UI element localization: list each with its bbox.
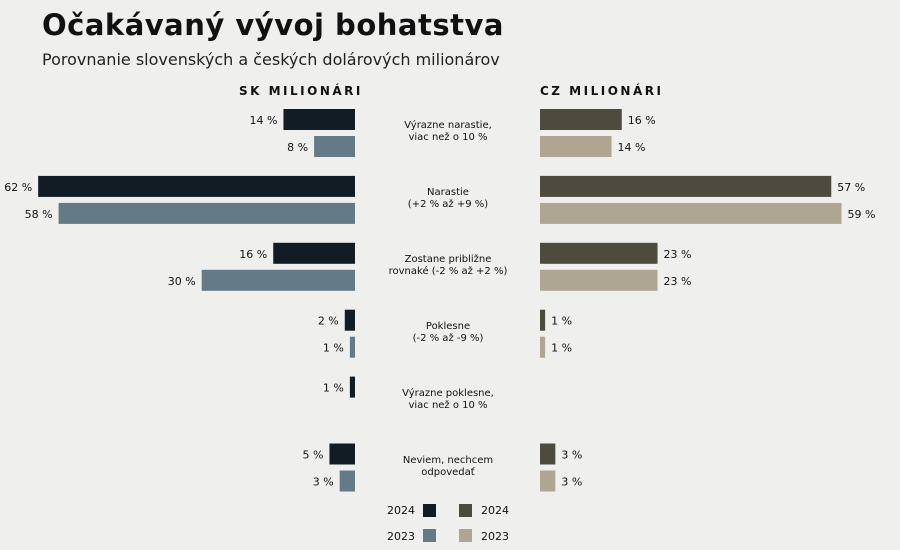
sk-bar-2024 [329,443,355,465]
sk-bar-2024 [349,376,355,398]
sk-bar-2023 [339,470,355,492]
cz-bar-2023 [540,269,658,291]
sk-value-label: 2 % [318,315,339,328]
sk-value-label: 1 % [323,342,344,355]
cz-value-label: 1 % [551,315,572,328]
sk-bar-2024 [273,242,355,264]
legend-sk-2024-label: 2024 [387,504,415,517]
category-label: Výrazne narastie, viac než o 10 % [404,120,492,143]
legend-cz-2023-swatch [459,529,472,542]
sk-value-label: 14 % [250,114,278,127]
cz-value-label: 14 % [618,141,646,154]
cz-value-label: 3 % [561,449,582,462]
sk-value-label: 3 % [313,476,334,489]
category-label: Poklesne (-2 % až -9 %) [412,320,484,344]
cz-bar-2023 [540,136,612,157]
category-label: Neviem, nechcem odpovedať [402,454,494,478]
sk-value-label: 62 % [4,181,32,194]
cz-bar-2024 [540,175,832,197]
cz-bar-2024 [540,109,622,130]
sk-value-label: 1 % [323,382,344,395]
cz-value-label: 57 % [837,181,865,194]
cz-panel-title: CZ MILIONÁRI [540,84,664,98]
sk-bar-2023 [58,202,356,224]
cz-bar-2023 [540,202,842,224]
cz-bar-2024 [540,309,546,331]
cz-value-label: 16 % [628,114,656,127]
category-label: Výrazne poklesne, viac než o 10 % [402,387,494,411]
sk-bar-2023 [349,336,355,358]
sk-bar-2024 [344,309,355,331]
legend-cz-2024-swatch [459,504,472,517]
category-label: Zostane približne rovnaké (-2 % až +2 %) [388,253,508,277]
sk-bar-2023 [201,269,355,291]
sk-panel-title: SK MILIONÁRI [239,84,363,98]
legend-cz-2023-label: 2023 [481,530,509,543]
sk-bar-2023 [314,136,355,157]
sk-value-label: 5 % [302,449,323,462]
legend-cz-2024-label: 2024 [481,504,509,517]
sk-bar-2024 [38,175,356,197]
legend-sk-2023-label: 2023 [387,530,415,543]
chart-subtitle: Porovnanie slovenských a českých dolárov… [42,50,500,69]
legend-sk-2024-swatch [423,504,436,517]
cz-bar-2023 [540,470,556,492]
cz-value-label: 23 % [664,248,692,261]
legend-sk-2023-swatch [423,529,436,542]
cz-bar-2024 [540,443,556,465]
sk-bar-2024 [283,109,355,130]
chart-title: Očakávaný vývoj bohatstva [42,8,504,42]
cz-value-label: 59 % [847,208,875,221]
cz-value-label: 23 % [664,275,692,288]
cz-value-label: 1 % [551,342,572,355]
sk-value-label: 8 % [287,141,308,154]
sk-value-label: 30 % [168,275,196,288]
category-label: Narastie (+2 % až +9 %) [407,186,489,210]
sk-value-label: 16 % [239,248,267,261]
cz-value-label: 3 % [561,476,582,489]
sk-value-label: 58 % [25,208,53,221]
cz-bar-2023 [540,336,546,358]
cz-bar-2024 [540,242,658,264]
